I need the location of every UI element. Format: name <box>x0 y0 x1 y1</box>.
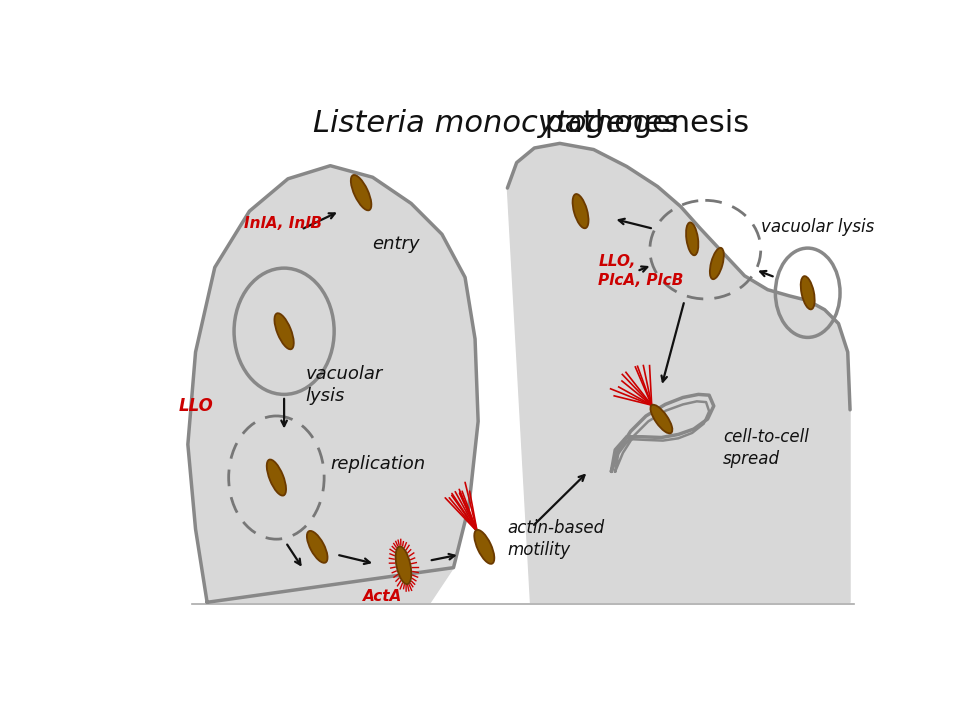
Text: Listeria monocytogenes: Listeria monocytogenes <box>313 109 679 138</box>
Ellipse shape <box>801 276 815 310</box>
Polygon shape <box>188 166 478 603</box>
Text: InlA, InlB: InlA, InlB <box>244 216 323 231</box>
Text: cell-to-cell
spread: cell-to-cell spread <box>723 428 809 469</box>
Ellipse shape <box>275 313 294 349</box>
Ellipse shape <box>350 175 372 210</box>
Text: pathogenesis: pathogenesis <box>535 109 749 138</box>
Ellipse shape <box>709 248 724 279</box>
Ellipse shape <box>572 194 588 228</box>
Text: vacuolar
lysis: vacuolar lysis <box>305 365 383 405</box>
Ellipse shape <box>396 546 411 584</box>
Polygon shape <box>508 143 850 603</box>
Polygon shape <box>612 395 713 472</box>
Ellipse shape <box>474 530 494 564</box>
Text: ActA: ActA <box>363 589 402 603</box>
Text: actin-based
motility: actin-based motility <box>508 519 605 559</box>
Text: entry: entry <box>372 235 420 253</box>
Text: LLO,
PlcA, PlcB: LLO, PlcA, PlcB <box>598 254 684 288</box>
Ellipse shape <box>651 405 672 433</box>
Text: LLO: LLO <box>179 397 213 415</box>
Ellipse shape <box>307 531 327 563</box>
Text: vacuolar lysis: vacuolar lysis <box>761 217 875 235</box>
Ellipse shape <box>267 459 286 495</box>
Text: replication: replication <box>330 455 425 473</box>
Ellipse shape <box>686 222 698 256</box>
